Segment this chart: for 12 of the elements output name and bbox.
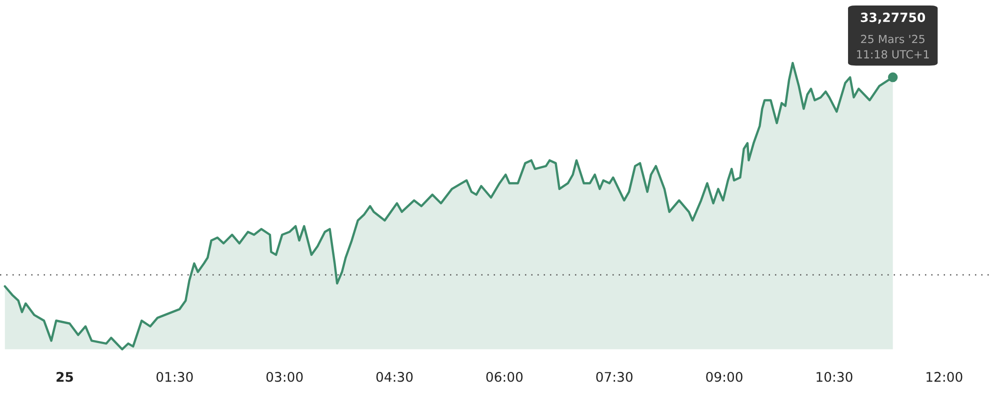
x-tick-label: 07:30 <box>596 372 632 382</box>
x-tick-label: 25 <box>56 372 73 382</box>
x-tick-label: 04:30 <box>376 372 413 382</box>
x-tick-label: 06:00 <box>486 372 523 382</box>
x-tick-label: 01:30 <box>156 372 193 382</box>
text: 33,27750 <box>860 12 926 24</box>
text: 25 Mars '25 <box>861 34 924 44</box>
x-tick-label: 10:30 <box>816 372 852 382</box>
x-tick-label: 12:00 <box>926 372 962 382</box>
x-tick-label: 03:00 <box>266 372 303 382</box>
text: 11:18 UTC+1 <box>857 50 929 58</box>
x-tick-label: 09:00 <box>706 372 742 382</box>
